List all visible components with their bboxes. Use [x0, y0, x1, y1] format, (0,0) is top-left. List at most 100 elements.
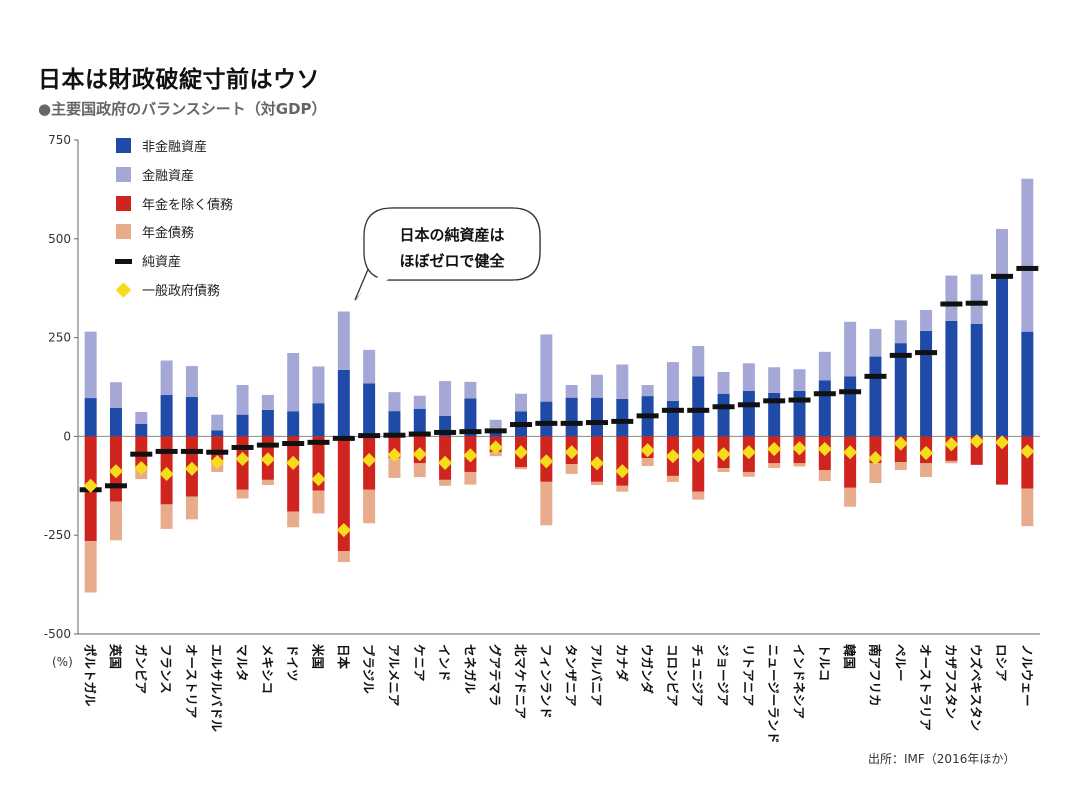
- category-label: タンザニア: [564, 644, 579, 707]
- bar-financial-assets: [945, 275, 958, 322]
- bar-non-pension-liabilities: [844, 436, 857, 488]
- category-label: ペルー: [893, 644, 908, 682]
- category-label: インド: [437, 644, 452, 682]
- bar-financial-assets: [996, 228, 1009, 275]
- net-worth-marker: [712, 404, 735, 410]
- bar-financial-assets: [970, 274, 983, 324]
- bar-financial-assets: [818, 351, 831, 381]
- category-label: 北マケドニア: [513, 644, 528, 719]
- net-worth-marker: [459, 429, 482, 435]
- bar-non-financial-assets: [211, 430, 224, 437]
- bar-non-financial-assets: [312, 403, 325, 437]
- bar-financial-assets: [160, 360, 173, 395]
- legend-label: 年金を除く債務: [142, 197, 233, 213]
- bar-non-financial-assets: [109, 407, 122, 437]
- category-label: 米国: [311, 643, 326, 669]
- bar-financial-assets: [869, 328, 882, 357]
- bar-pension-liabilities: [160, 504, 173, 529]
- bar-financial-assets: [363, 349, 376, 384]
- bar-non-financial-assets: [590, 397, 603, 437]
- net-worth-marker: [788, 397, 811, 403]
- bar-non-financial-assets: [287, 411, 300, 437]
- bar-non-financial-assets: [135, 423, 148, 437]
- category-label: ニュージーランド: [766, 644, 781, 744]
- chart-subtitle: ●主要国政府のバランスシート（対GDP）: [38, 100, 327, 118]
- bar-pension-liabilities: [287, 511, 300, 528]
- bar-financial-assets: [337, 311, 350, 371]
- gov-debt-marker: [767, 441, 782, 457]
- gov-debt-marker: [134, 460, 149, 476]
- gov-debt-marker: [691, 448, 706, 463]
- bar-pension-liabilities: [920, 463, 933, 478]
- bar-financial-assets: [616, 364, 629, 399]
- bar-financial-assets: [439, 381, 452, 416]
- net-worth-marker: [155, 448, 178, 454]
- gov-debt-marker: [311, 472, 326, 487]
- callout-line-1: 日本の純資産は: [399, 226, 504, 244]
- bar-pension-liabilities: [768, 463, 781, 469]
- category-label: オーストリア: [184, 644, 199, 718]
- y-tick-label: -500: [44, 627, 71, 641]
- category-label: 南アフリカ: [867, 644, 882, 707]
- gov-debt-marker: [184, 461, 199, 476]
- bar-financial-assets: [641, 385, 654, 397]
- net-worth-marker: [434, 429, 457, 435]
- net-worth-marker: [180, 448, 203, 454]
- bar-non-financial-assets: [1021, 331, 1034, 437]
- bar-financial-assets: [768, 367, 781, 393]
- net-worth-marker: [813, 391, 836, 397]
- net-worth-marker: [585, 420, 608, 426]
- bar-financial-assets: [692, 345, 705, 377]
- category-label: ウズベキスタン: [969, 644, 984, 731]
- net-worth-marker: [307, 439, 330, 445]
- bar-pension-liabilities: [337, 551, 350, 563]
- y-tick-label: 750: [48, 133, 71, 147]
- net-worth-marker: [282, 441, 305, 447]
- gov-debt-marker: [336, 522, 351, 538]
- bar-financial-assets: [540, 334, 553, 402]
- legend-swatch-net-worth: [115, 259, 132, 264]
- category-label: グアテマラ: [488, 644, 503, 707]
- category-label: リトアニア: [741, 644, 756, 706]
- category-label: コロンビア: [665, 644, 680, 707]
- gov-debt-marker: [387, 447, 402, 463]
- bar-financial-assets: [185, 366, 198, 397]
- bar-non-pension-liabilities: [616, 436, 629, 486]
- gov-debt-marker: [438, 455, 453, 470]
- category-label: チュニジア: [690, 644, 705, 707]
- category-label: カザフスタン: [943, 644, 958, 719]
- category-label: セネガル: [462, 644, 477, 695]
- bar-pension-liabilities: [312, 490, 325, 514]
- bar-non-financial-assets: [717, 393, 730, 437]
- net-worth-marker: [130, 451, 153, 457]
- bar-financial-assets: [413, 395, 426, 409]
- category-label: アルメニア: [386, 644, 401, 706]
- bar-financial-assets: [515, 393, 528, 412]
- category-label: ガンビア: [133, 644, 148, 694]
- y-tick-label: 500: [48, 232, 71, 246]
- y-tick-label: 250: [48, 331, 71, 345]
- gov-debt-marker: [463, 448, 478, 463]
- bar-pension-liabilities: [540, 481, 553, 526]
- category-label: アルバニア: [589, 644, 604, 706]
- category-label: ドイツ: [285, 644, 300, 682]
- gov-debt-marker: [994, 435, 1010, 450]
- callout-bubble-body: [363, 207, 541, 281]
- bar-pension-liabilities: [818, 469, 831, 482]
- net-worth-marker: [611, 418, 634, 424]
- bar-non-financial-assets: [996, 274, 1009, 437]
- bar-non-financial-assets: [742, 390, 755, 437]
- net-worth-marker: [915, 350, 938, 356]
- gov-debt-marker: [919, 445, 934, 461]
- callout-bubble: 日本の純資産は ほぼゼロで健全: [354, 207, 541, 301]
- gov-debt-marker: [640, 443, 655, 458]
- bar-non-financial-assets: [692, 376, 705, 437]
- bar-pension-liabilities: [666, 475, 679, 482]
- legend-label: 非金融資産: [142, 139, 207, 155]
- net-worth-marker: [737, 402, 760, 408]
- category-label: マルタ: [235, 644, 250, 682]
- gov-debt-marker: [741, 445, 756, 460]
- bar-non-financial-assets: [388, 411, 401, 437]
- bar-financial-assets: [312, 366, 325, 404]
- bar-financial-assets: [1021, 178, 1034, 332]
